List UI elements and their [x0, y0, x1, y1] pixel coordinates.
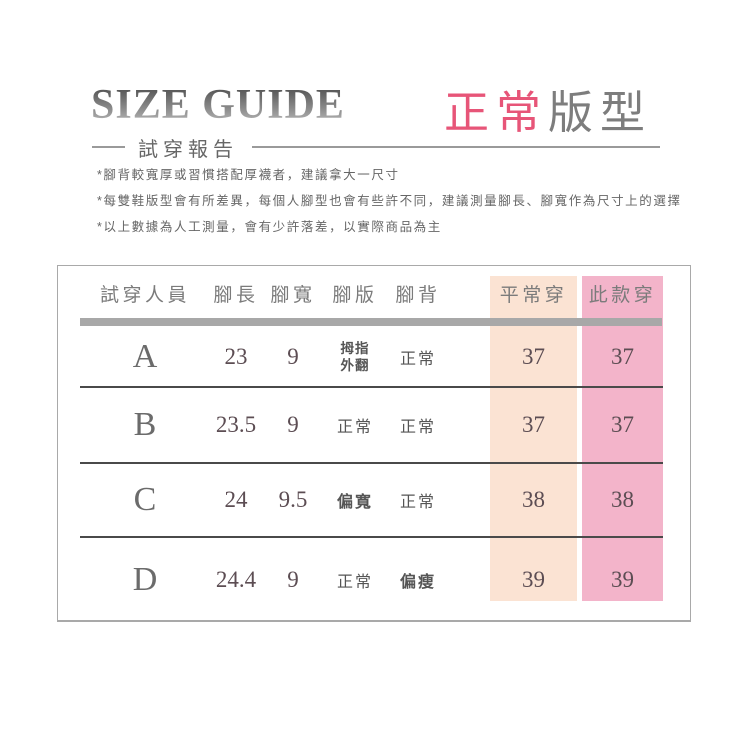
cell-instep: 正常: [399, 350, 436, 368]
table-row: C 24 9.5 偏寬 正常 38 38: [58, 463, 690, 538]
cell-foot-length: 23: [224, 343, 248, 369]
cell-foot-shape: 正常: [336, 419, 373, 436]
cell-foot-width: 9.5: [278, 487, 308, 512]
cell-usual-size: 37: [522, 343, 545, 369]
cell-tester: D: [132, 561, 158, 598]
cell-foot-width: 9: [287, 343, 299, 369]
cell-instep: 偏瘦: [399, 574, 436, 591]
cell-foot-length: 24.4: [215, 567, 257, 592]
col-header-tester: 試穿人員: [99, 284, 190, 306]
table-row: A 23 9 拇指 外翻 正常 37 37: [58, 326, 690, 388]
cell-this-size: 37: [611, 412, 634, 437]
cell-foot-shape: 偏寬: [336, 494, 373, 511]
cell-foot-length: 23.5: [215, 412, 257, 437]
subtitle-left-dash: [92, 146, 125, 148]
note-line: *以上數據為人工測量，會有少許落差，以實際商品為主: [97, 220, 442, 234]
col-header-foot-shape: 腳版: [332, 284, 378, 306]
title-underline: [252, 146, 660, 148]
cell-foot-width: 9: [287, 412, 299, 437]
col-header-this-size: 此款穿: [588, 284, 657, 306]
note-line: *每雙鞋版型會有所差異，每個人腳型也會有些許不同，建議測量腳長、腳寬作為尺寸上的…: [97, 194, 682, 208]
cell-foot-width: 9: [287, 567, 299, 592]
cell-this-size: 38: [611, 487, 634, 512]
cell-tester: B: [133, 406, 157, 443]
cell-tester: C: [133, 481, 157, 518]
fit-type-title: 正常版型: [444, 90, 652, 135]
cell-foot-length: 24: [224, 487, 248, 512]
cell-foot-shape: 正常: [336, 574, 373, 591]
col-header-usual-size: 平常穿: [499, 284, 568, 306]
cell-usual-size: 37: [522, 412, 545, 437]
size-table: 試穿人員 腳長 腳寬 腳版 腳背 平常穿 此款穿 A 23 9 拇指 外翻 正常…: [57, 265, 691, 622]
cell-foot-shape: 拇指 外翻: [340, 340, 370, 373]
notes-block: *腳背較寬厚或習慣搭配厚襪者，建議拿大一尺寸 *每雙鞋版型會有所差異，每個人腳型…: [97, 162, 682, 240]
col-header-foot-width: 腳寬: [270, 284, 316, 306]
cell-tester: A: [132, 337, 158, 375]
page-title: SIZE GUIDE: [91, 82, 345, 128]
fit-type-highlight: 正常: [444, 87, 549, 138]
subtitle: 試穿報告: [138, 139, 238, 161]
cell-instep: 正常: [399, 494, 436, 511]
this-style-column-highlight: [582, 276, 663, 601]
cell-usual-size: 39: [522, 567, 545, 592]
cell-this-size: 37: [611, 343, 634, 369]
usual-wear-column-highlight: [490, 276, 577, 601]
col-header-instep: 腳背: [395, 284, 441, 306]
cell-instep: 正常: [399, 419, 436, 436]
table-header-row: 試穿人員 腳長 腳寬 腳版 腳背 平常穿 此款穿: [58, 266, 690, 326]
note-line: *腳背較寬厚或習慣搭配厚襪者，建議拿大一尺寸: [97, 168, 400, 182]
cell-usual-size: 38: [522, 487, 545, 512]
table-row: D 24.4 9 正常 偏瘦 39 39: [58, 537, 690, 623]
col-header-foot-length: 腳長: [213, 284, 259, 306]
header-divider-bar: [80, 318, 662, 326]
table-row: B 23.5 9 正常 正常 37 37: [58, 387, 690, 464]
cell-this-size: 39: [611, 567, 634, 592]
fit-type-rest: 版型: [548, 87, 653, 138]
